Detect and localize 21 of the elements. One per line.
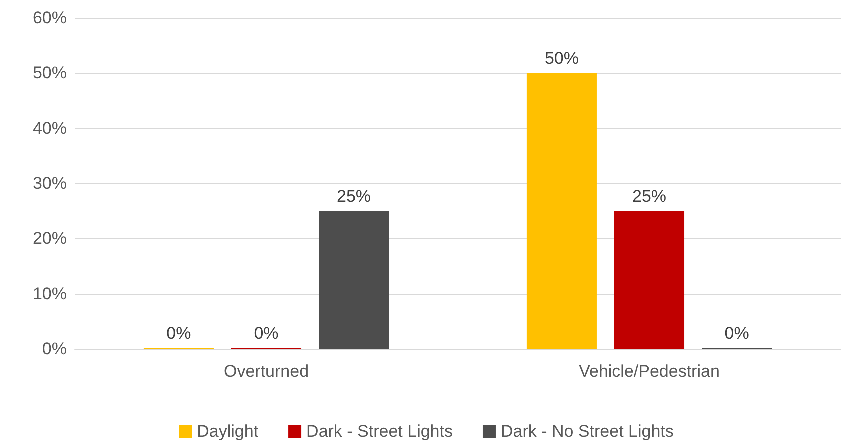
y-tick-label: 0% [42,340,67,358]
legend-label: Dark - Street Lights [306,422,453,441]
y-tick-label: 20% [32,229,67,248]
data-label: 25% [632,187,667,206]
x-tick-label: Vehicle/Pedestrian [579,362,720,381]
data-label: 50% [544,49,579,68]
x-tick-label: Overturned [224,362,310,381]
data-label: 25% [337,187,372,206]
y-tick-label: 40% [32,118,67,138]
bar [319,211,390,349]
y-tick-label: 50% [32,64,67,83]
bar [614,211,685,349]
legend-label: Dark - No Street Lights [500,422,674,441]
data-label: 0% [254,324,279,343]
legend-label: Daylight [197,422,259,441]
data-label: 0% [166,324,192,343]
y-tick-label: 30% [32,174,67,193]
y-tick-label: 10% [32,284,67,304]
y-tick-label: 60% [32,8,67,28]
bar [526,73,597,349]
data-label: 0% [724,324,750,343]
